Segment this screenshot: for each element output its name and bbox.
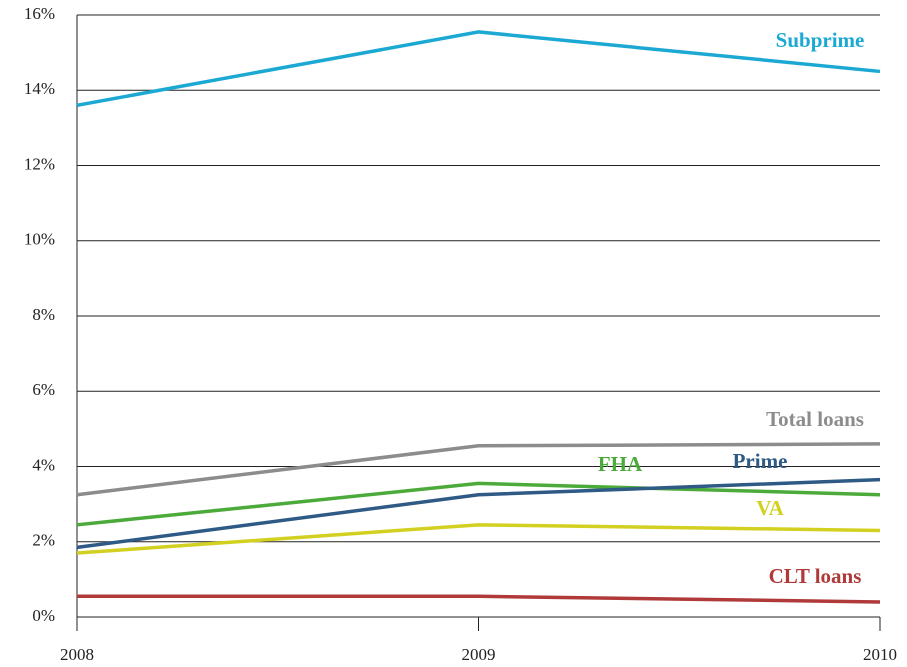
y-tick-label: 2% (32, 531, 55, 550)
series-label: CLT loans (769, 564, 862, 588)
series-label: Subprime (776, 28, 865, 52)
series-line (76, 30, 881, 108)
y-tick-label: 8% (32, 305, 55, 324)
series-label: FHA (598, 452, 643, 476)
series-line (76, 523, 881, 555)
x-tick-label: 2009 (462, 645, 496, 664)
series-label: VA (756, 496, 784, 520)
y-tick-label: 10% (24, 230, 55, 249)
y-tick-label: 4% (32, 455, 55, 474)
y-tick-label: 6% (32, 380, 55, 399)
series-line (76, 481, 881, 527)
series-label: Total loans (766, 407, 864, 431)
y-tick-label: 0% (32, 606, 55, 625)
series-line (77, 594, 881, 604)
series-label: Prime (733, 449, 788, 473)
y-tick-label: 14% (24, 79, 55, 98)
x-tick-label: 2010 (863, 645, 897, 664)
series-line (76, 442, 881, 497)
y-tick-label: 16% (24, 4, 55, 23)
x-tick-label: 2008 (60, 645, 94, 664)
series-line (76, 477, 881, 550)
y-tick-label: 12% (24, 154, 55, 173)
